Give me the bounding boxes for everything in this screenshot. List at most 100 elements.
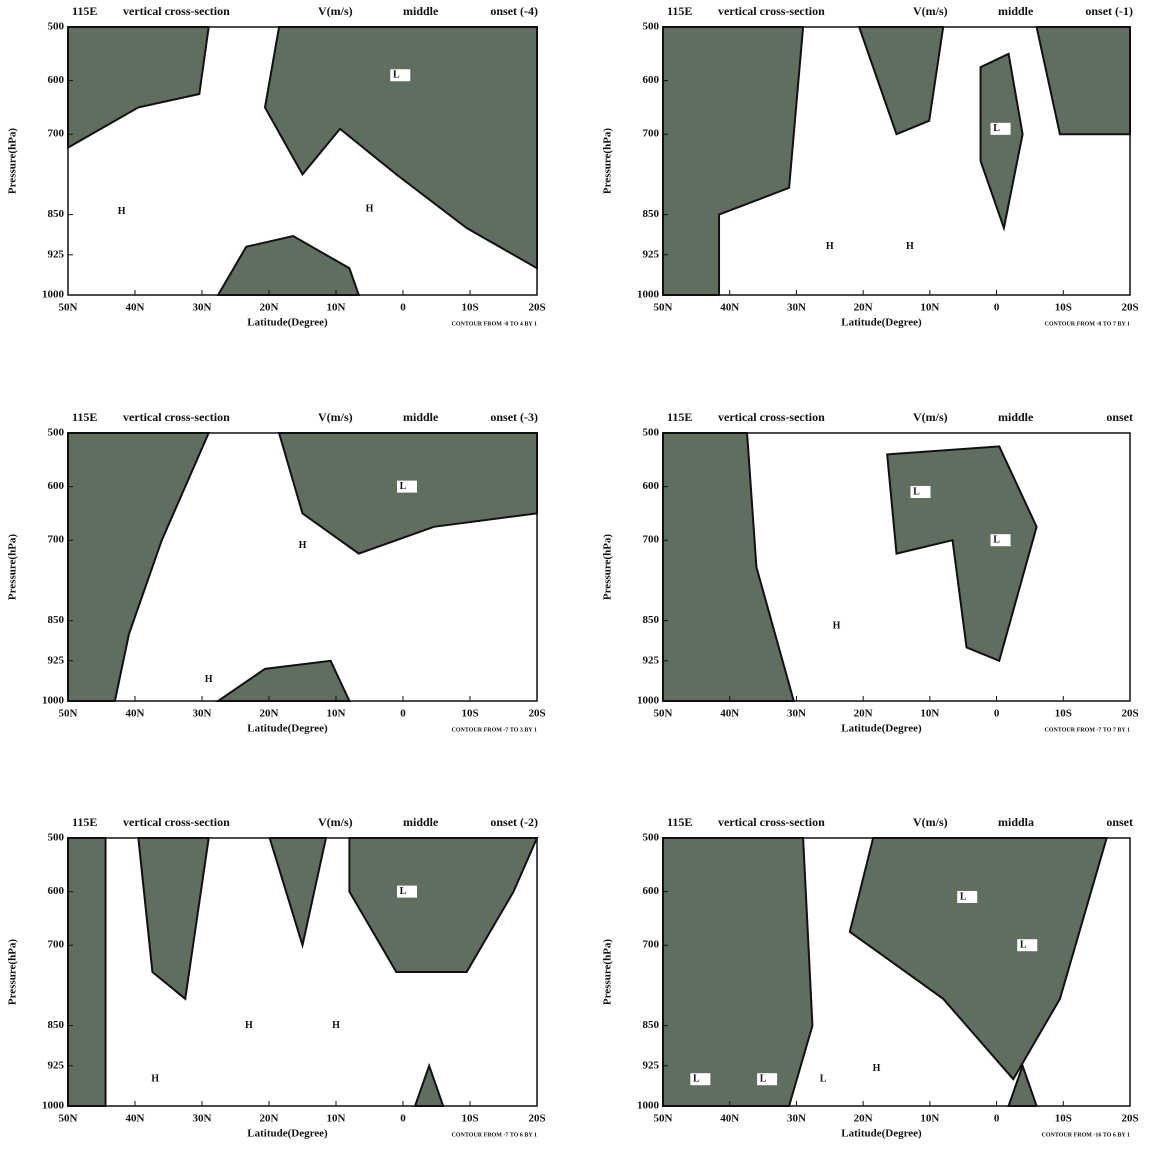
x-tick-label: 0 [994, 708, 1000, 720]
x-tick-label: 20N [854, 302, 873, 314]
x-tick-label: 30N [193, 708, 212, 720]
title-part: V(m/s) [318, 410, 353, 424]
extremum-box [202, 673, 223, 686]
x-axis-label: Latitude(Degree) [841, 723, 922, 735]
title-part: onset [1106, 410, 1133, 424]
y-tick-label: 700 [48, 128, 65, 140]
extremum-box [390, 69, 411, 82]
x-tick-label: 10N [920, 708, 939, 720]
extremum-box [903, 240, 924, 253]
x-tick-label: 40N [720, 708, 739, 720]
x-tick-label: 10S [1055, 708, 1072, 720]
title-part: onset (-1) [1085, 4, 1133, 18]
plot-frame [67, 837, 538, 1107]
y-tick-label: 500 [643, 427, 660, 439]
title-part: middle [403, 815, 439, 829]
y-tick-label: 850 [48, 1019, 65, 1031]
extremum-label: L [993, 534, 1000, 545]
y-tick-label: 500 [643, 832, 660, 844]
extremum-label: H [151, 1073, 159, 1084]
y-tick-label: 600 [48, 885, 65, 897]
title-part: 115E [72, 815, 97, 829]
extremum-box [823, 240, 844, 253]
x-tick-label: 20S [1121, 302, 1138, 314]
extremum-box [817, 1073, 838, 1086]
x-tick-label: 40N [720, 302, 739, 314]
y-tick-label: 925 [643, 1059, 660, 1071]
extremum-box [757, 1073, 778, 1086]
x-tick-label: 50N [654, 302, 673, 314]
y-tick-label: 850 [48, 208, 65, 220]
y-tick-label: 1000 [637, 695, 660, 707]
title-part: 115E [667, 815, 692, 829]
x-tick-label: 50N [59, 708, 78, 720]
extremum-label: H [332, 1020, 340, 1031]
shaded-region [662, 837, 814, 1107]
extremum-box [363, 203, 384, 216]
x-tick-label: 0 [400, 708, 406, 720]
title-part: V(m/s) [318, 815, 353, 829]
extremum-label: H [299, 540, 307, 551]
panel: 115E vertical cross-section V(m/s) middle on… [7, 410, 546, 735]
x-tick-label: 30N [787, 708, 806, 720]
extremum-box [242, 1019, 263, 1032]
contour-note: CONTOUR FROM -8 TO 4 BY 1 [452, 321, 537, 327]
x-tick-label: 30N [193, 1113, 212, 1125]
extremum-box [115, 205, 136, 218]
title-part: V(m/s) [913, 4, 948, 18]
y-tick-label: 925 [643, 248, 660, 260]
title-part: 115E [72, 4, 97, 18]
x-tick-label: 30N [787, 302, 806, 314]
title-part: onset [1106, 815, 1133, 829]
y-tick-label: 600 [643, 885, 660, 897]
x-tick-label: 10S [461, 302, 478, 314]
y-axis-label: Pressure(hPa) [7, 534, 19, 601]
title-part: vertical cross-section [123, 815, 230, 829]
x-axis-label: Latitude(Degree) [841, 1128, 922, 1140]
x-tick-label: 0 [400, 302, 406, 314]
x-tick-label: 30N [193, 302, 212, 314]
extremum-box [690, 1073, 711, 1086]
title-part: V(m/s) [913, 410, 948, 424]
panel: 115E vertical cross-section V(m/s) middle on… [7, 4, 546, 329]
extremum-label: L [693, 1073, 700, 1084]
shaded-region [67, 837, 107, 1107]
shaded-region [979, 52, 1024, 232]
y-axis-label: Pressure(hPa) [602, 534, 614, 601]
title-part: V(m/s) [318, 4, 353, 18]
x-tick-label: 40N [720, 1113, 739, 1125]
extremum-label: H [118, 206, 126, 217]
extremum-label: H [826, 241, 834, 252]
y-tick-label: 700 [643, 534, 660, 546]
x-tick-label: 0 [994, 1113, 1000, 1125]
extremum-label: L [913, 486, 920, 497]
title-part: V(m/s) [913, 815, 948, 829]
y-tick-label: 600 [643, 480, 660, 492]
extremum-box [957, 890, 978, 903]
x-tick-label: 10S [461, 708, 478, 720]
extremum-box [149, 1073, 170, 1086]
y-axis-label: Pressure(hPa) [602, 128, 614, 195]
title-part: vertical cross-section [123, 4, 230, 18]
panel: 115E vertical cross-section V(m/s) middle on… [602, 410, 1139, 735]
plot-frame [67, 432, 538, 702]
title-part: middle [403, 410, 439, 424]
y-tick-label: 600 [48, 480, 65, 492]
title-part: onset (-3) [490, 410, 538, 424]
y-tick-label: 700 [48, 939, 65, 951]
x-tick-label: 0 [400, 1113, 406, 1125]
y-tick-label: 1000 [637, 1100, 660, 1112]
y-tick-label: 600 [643, 74, 660, 86]
y-tick-label: 500 [48, 832, 65, 844]
title-part: onset (-2) [490, 815, 538, 829]
x-tick-label: 10S [1055, 302, 1072, 314]
x-axis-label: Latitude(Degree) [247, 723, 328, 735]
x-tick-label: 20N [260, 302, 279, 314]
contour-note: CONTOUR FROM -8 TO 7 BY 1 [1045, 321, 1130, 327]
extremum-label: L [1020, 939, 1027, 950]
extremum-box [330, 1019, 350, 1032]
x-tick-label: 10N [920, 1113, 939, 1125]
y-tick-label: 850 [48, 614, 65, 626]
panel: 115E vertical cross-section V(m/s) middle on… [7, 815, 546, 1140]
